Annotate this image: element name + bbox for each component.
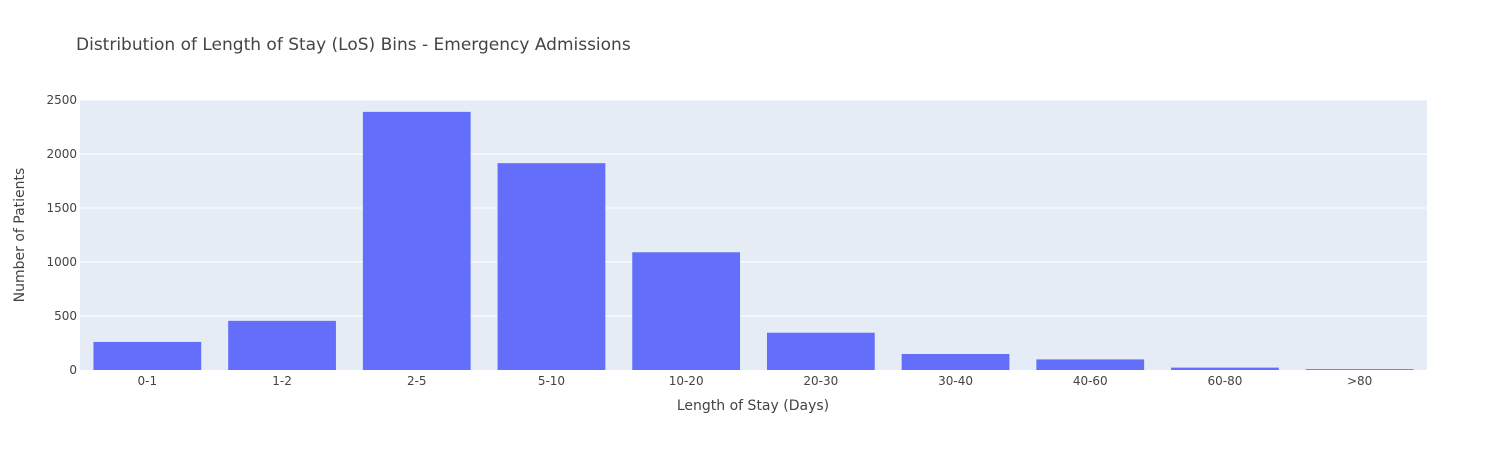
x-tick-label: 40-60 <box>1073 374 1108 388</box>
x-axis-title: Length of Stay (Days) <box>677 398 829 414</box>
x-tick-label: >80 <box>1347 374 1372 388</box>
y-tick-label: 500 <box>54 309 77 323</box>
bar[interactable] <box>901 354 1010 370</box>
chart-title: Distribution of Length of Stay (LoS) Bin… <box>76 35 631 55</box>
bar[interactable] <box>1036 359 1145 370</box>
y-axis-ticks: 0 500 1000 1500 2000 2500 <box>46 93 77 377</box>
x-axis-ticks: 0-1 1-2 2-5 5-10 10-20 20-30 30-40 40-60 60-80 >8… <box>138 374 1373 388</box>
y-axis-title: Number of Patients <box>12 168 28 303</box>
x-tick-label: 5-10 <box>538 374 565 388</box>
y-tick-label: 2500 <box>46 93 77 107</box>
bar[interactable] <box>93 341 202 370</box>
bar[interactable] <box>766 332 875 370</box>
x-tick-label: 30-40 <box>938 374 973 388</box>
x-tick-label: 1-2 <box>272 374 292 388</box>
bar[interactable] <box>228 320 336 370</box>
x-tick-label: 60-80 <box>1208 374 1243 388</box>
bar[interactable] <box>632 252 741 370</box>
bar[interactable] <box>1171 367 1279 370</box>
bar[interactable] <box>1305 369 1414 370</box>
x-tick-label: 2-5 <box>407 374 427 388</box>
y-tick-label: 0 <box>69 363 77 377</box>
y-tick-label: 1500 <box>46 201 77 215</box>
bars <box>93 111 1414 370</box>
bar[interactable] <box>362 111 471 370</box>
y-tick-label: 2000 <box>46 147 77 161</box>
x-tick-label: 10-20 <box>669 374 704 388</box>
x-tick-label: 0-1 <box>138 374 158 388</box>
gridlines <box>80 99 1427 317</box>
bar[interactable] <box>497 163 606 370</box>
x-tick-label: 20-30 <box>803 374 838 388</box>
y-tick-label: 1000 <box>46 255 77 269</box>
